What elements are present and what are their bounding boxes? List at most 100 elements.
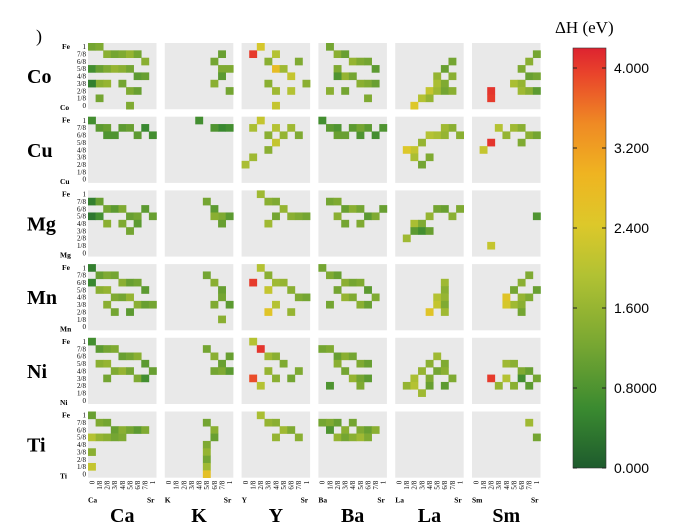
heatmap-cell [348, 205, 357, 213]
heatmap-cell [371, 293, 380, 302]
column-label-y: Y [269, 505, 284, 526]
heatmap-cell [341, 131, 350, 140]
colorbar-tick-label: 0.8000 [614, 380, 657, 396]
heatmap-cell [218, 367, 226, 375]
heatmap-cell [525, 72, 534, 81]
column-tick-label: 3/8 [265, 480, 273, 489]
row-label-ni: Ni [27, 361, 47, 383]
heatmap-cell [210, 426, 219, 434]
heatmap-cell [272, 300, 280, 309]
row-tick-label: 2/8 [77, 456, 86, 464]
heatmap-cell [287, 286, 296, 294]
heatmap-cell [294, 57, 303, 66]
heatmap-cell [287, 72, 296, 81]
row-tick-label: 0 [83, 397, 87, 405]
heatmap-cell [433, 352, 442, 361]
row-axis-top-label: Fe [62, 189, 71, 198]
heatmap-cell [356, 219, 365, 228]
heatmap-cell [272, 124, 280, 132]
heatmap-cell [326, 381, 334, 390]
heatmap-cell [249, 153, 258, 162]
heatmap-cell [88, 212, 96, 221]
heatmap-cell [88, 448, 96, 456]
heatmap-cell [126, 426, 134, 434]
heatmap-cell [326, 197, 334, 206]
heatmap-cell [532, 87, 541, 95]
heatmap-cell [133, 72, 142, 81]
heatmap-cell [133, 87, 142, 95]
heatmap-cell [256, 345, 265, 353]
heatmap-cell [410, 381, 419, 390]
heatmap-cell [279, 278, 288, 287]
heatmap-cell [425, 359, 434, 368]
heatmap-cell [88, 264, 96, 272]
row-tick-label: 3/8 [77, 301, 86, 309]
heatmap-cell [287, 426, 296, 434]
row-axis-bottom-label: Mg [60, 251, 71, 260]
heatmap-cell [95, 197, 104, 206]
heatmap-cell [448, 87, 457, 95]
heatmap-cell [264, 197, 273, 206]
heatmap-cell [440, 124, 449, 132]
heatmap-cell [272, 374, 280, 383]
row-tick-label: 1 [83, 338, 87, 346]
heatmap-cell [218, 315, 226, 324]
row-label-co: Co [27, 66, 51, 88]
heatmap-cell [294, 433, 303, 442]
heatmap-cell [333, 72, 342, 81]
heatmap-cell [256, 411, 265, 420]
heatmap-cell [195, 116, 204, 125]
heatmap-cell [333, 433, 342, 442]
heatmap-cell [448, 124, 457, 132]
heatmap-cell [348, 433, 357, 442]
heatmap-cell [517, 87, 526, 95]
heatmap-cell [264, 367, 273, 375]
row-tick-label: 7/8 [77, 124, 86, 132]
heatmap-cell [348, 57, 357, 66]
heatmap-cell [103, 79, 112, 88]
heatmap-cell [326, 345, 334, 353]
row-tick-label: 4/8 [77, 441, 86, 449]
column-tick-label: 1/8 [173, 480, 181, 489]
heatmap-cell [333, 65, 342, 73]
row-label-cu: Cu [27, 140, 53, 162]
heatmap-cell [264, 352, 273, 361]
heatmap-cell [110, 426, 119, 434]
colorbar-ticks: 0.000 0.8000 1.600 2.400 3.200 4.000 [573, 60, 657, 476]
heatmap-cell [272, 138, 280, 147]
heatmap-cell [487, 138, 496, 147]
heatmap-cell [287, 124, 296, 132]
heatmap-cell [126, 124, 134, 132]
heatmap-cell [133, 352, 142, 361]
heatmap-cell [118, 433, 127, 442]
row-tick-label: 0 [83, 176, 87, 184]
heatmap-cell [333, 197, 342, 206]
heatmap-cell [433, 205, 442, 213]
heatmap-cell [218, 212, 226, 221]
heatmap-cell [333, 359, 342, 368]
column-tick-label: 7/8 [449, 480, 457, 489]
heatmap-cell [148, 212, 157, 221]
column-tick-label: 4/8 [196, 480, 204, 489]
column-tick-label: 3/8 [495, 480, 503, 489]
heatmap-cell [294, 131, 303, 140]
row-axis-top-label: Fe [62, 116, 71, 125]
heatmap-cell [348, 72, 357, 81]
heatmap-cell [103, 418, 112, 427]
heatmap-cell [294, 367, 303, 375]
heatmap-cell [418, 94, 426, 103]
row-tick-label: 1/8 [77, 242, 86, 250]
heatmap-cell [103, 271, 112, 280]
heatmap-cell [287, 308, 296, 316]
heatmap-cell [256, 381, 265, 390]
heatmap-cell [440, 293, 449, 302]
row-tick-label: 3/8 [77, 375, 86, 383]
heatmap-cell [225, 87, 234, 95]
column-tick-label: 1/8 [96, 480, 104, 489]
row-tick-label: 5/8 [77, 213, 86, 221]
heatmap-cell [302, 79, 311, 88]
heatmap-cell [433, 131, 442, 140]
heatmap-cell [95, 65, 104, 73]
heatmap-cell [241, 160, 250, 169]
